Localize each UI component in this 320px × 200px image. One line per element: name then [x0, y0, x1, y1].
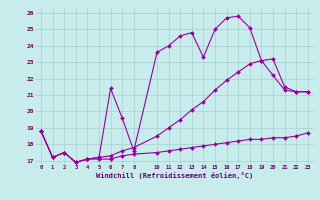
- X-axis label: Windchill (Refroidissement éolien,°C): Windchill (Refroidissement éolien,°C): [96, 172, 253, 179]
